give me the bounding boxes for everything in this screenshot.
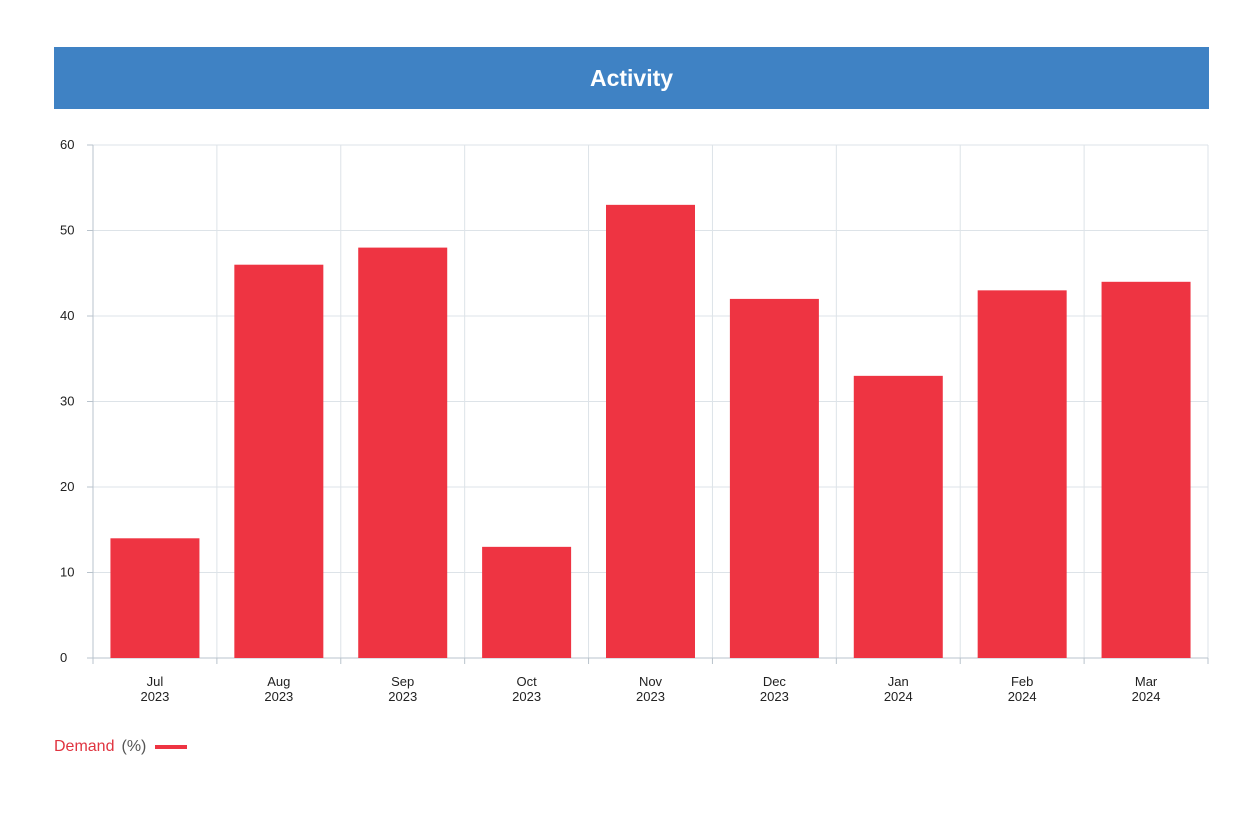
bar-feb-2024[interactable] <box>977 290 1067 658</box>
bar-nov-2023[interactable] <box>606 204 695 658</box>
x-tick-label-year: 2024 <box>884 689 913 704</box>
x-tick-label-year: 2023 <box>388 689 417 704</box>
x-tick-label-year: 2023 <box>760 689 789 704</box>
legend[interactable]: Demand (%) <box>54 736 188 758</box>
y-tick-label: 20 <box>60 479 74 494</box>
x-tick-label-month: Feb <box>1011 674 1033 689</box>
x-tick-label-month: Oct <box>516 674 537 689</box>
legend-series-unit: (%) <box>121 738 147 755</box>
y-tick-label: 60 <box>60 137 74 152</box>
bar-jan-2024[interactable] <box>853 375 943 658</box>
x-tick-label-month: Nov <box>639 674 663 689</box>
legend-series-name: Demand <box>54 738 115 755</box>
y-tick-label: 50 <box>60 223 74 238</box>
bar-sep-2023[interactable] <box>358 247 448 658</box>
x-tick-label-month: Dec <box>763 674 787 689</box>
bar-aug-2023[interactable] <box>234 264 324 658</box>
legend-swatch-icon <box>155 745 188 749</box>
x-tick-label-year: 2023 <box>140 689 169 704</box>
y-tick-label: 10 <box>60 565 74 580</box>
x-tick-label-year: 2024 <box>1008 689 1037 704</box>
bar-oct-2023[interactable] <box>482 546 572 658</box>
chart-title: Activity <box>589 64 674 91</box>
x-tick-label-month: Jul <box>147 674 164 689</box>
x-tick-label-month: Sep <box>391 674 414 689</box>
bar-mar-2024[interactable] <box>1101 281 1191 658</box>
x-tick-label-month: Aug <box>267 674 290 689</box>
y-tick-label: 30 <box>60 394 74 409</box>
x-tick-label-month: Jan <box>888 674 909 689</box>
y-tick-label: 40 <box>60 308 74 323</box>
x-tick-label-year: 2023 <box>512 689 541 704</box>
chart-title-bar: Activity <box>54 47 1209 109</box>
x-tick-label-year: 2023 <box>264 689 293 704</box>
x-tick-label-year: 2024 <box>1132 689 1161 704</box>
bar-jul-2023[interactable] <box>110 538 200 658</box>
bar-dec-2023[interactable] <box>729 298 819 658</box>
x-tick-label-month: Mar <box>1135 674 1158 689</box>
y-tick-label: 0 <box>60 650 67 665</box>
x-tick-label-year: 2023 <box>636 689 665 704</box>
